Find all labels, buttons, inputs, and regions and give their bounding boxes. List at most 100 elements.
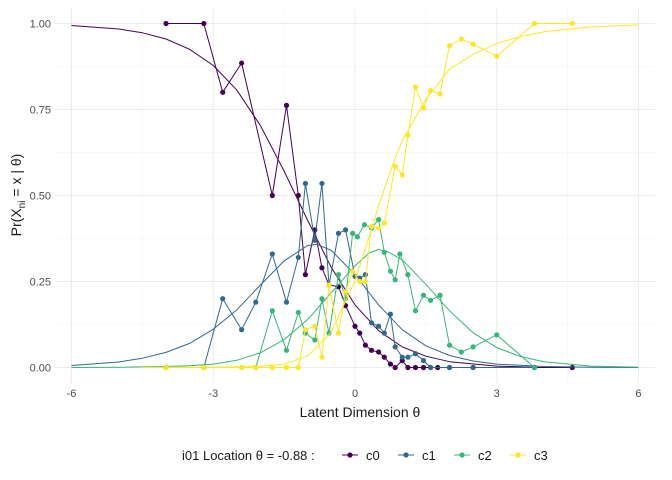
- data-point-c3: [269, 364, 275, 371]
- data-point-c2: [412, 308, 419, 314]
- data-point-c0: [163, 20, 169, 27]
- data-point-c0: [569, 364, 575, 371]
- data-point-c1: [387, 311, 394, 317]
- data-point-c1: [368, 320, 375, 326]
- data-point-c3: [357, 278, 363, 285]
- y-axis-ticks: 0.00 0.25 0.50 0.75 1.00: [30, 18, 51, 374]
- data-point-c3: [399, 172, 405, 178]
- y-tick-label: 0.00: [30, 363, 51, 375]
- data-point-c2: [312, 337, 318, 343]
- data-point-c2: [397, 251, 403, 257]
- data-point-c3: [531, 20, 538, 27]
- model-curve-c1: [71, 243, 639, 368]
- data-point-c2: [427, 297, 434, 304]
- data-point-c2: [295, 309, 301, 316]
- data-point-c1: [405, 354, 411, 360]
- legend-item-c3: c3: [510, 448, 548, 463]
- data-point-c1: [295, 254, 301, 261]
- x-tick-label: 0: [352, 388, 358, 400]
- x-tick-label: 3: [494, 388, 500, 400]
- empirical-line-c1: [166, 183, 535, 368]
- y-tick-label: 0.25: [30, 277, 51, 289]
- y-axis-title: Pr(Xni = x | θ): [8, 154, 28, 237]
- data-point-c3: [312, 323, 318, 329]
- data-point-c3: [283, 364, 290, 371]
- data-point-c1: [381, 330, 387, 336]
- data-point-c0: [420, 364, 427, 371]
- data-point-c2: [319, 296, 325, 302]
- data-point-c2: [494, 332, 500, 338]
- empirical-line-c2: [166, 219, 535, 368]
- legend-key-point-c1: [403, 452, 409, 458]
- legend-label-c0: c0: [366, 448, 380, 463]
- data-point-c2: [269, 308, 275, 314]
- legend-item-c0: c0: [342, 448, 380, 463]
- legend: i01 Location θ = -0.88 : c0 c1 c2 c3: [182, 448, 548, 463]
- x-tick-label: -3: [208, 388, 218, 400]
- data-point-c3: [376, 225, 382, 231]
- data-point-c0: [283, 102, 290, 108]
- model-curve-c2: [71, 249, 639, 368]
- legend-key-point-c0: [347, 452, 353, 458]
- data-point-c3: [326, 282, 332, 288]
- x-tick-label: -6: [67, 388, 77, 400]
- data-point-c0: [201, 20, 207, 27]
- data-point-c0: [220, 89, 226, 95]
- data-point-c2: [405, 272, 411, 278]
- data-point-c1: [283, 299, 290, 305]
- data-point-c1: [446, 364, 453, 371]
- data-point-c2: [446, 342, 453, 348]
- data-point-c3: [335, 330, 342, 336]
- data-point-c2: [361, 222, 368, 228]
- data-point-c1: [239, 327, 245, 333]
- data-point-c3: [163, 364, 169, 371]
- legend-key-point-c3: [515, 452, 521, 458]
- data-point-c0: [387, 361, 394, 367]
- data-point-c3: [350, 268, 356, 274]
- data-point-c3: [342, 289, 349, 295]
- series-layer: [71, 20, 639, 371]
- data-point-c2: [354, 234, 360, 240]
- data-point-c0: [352, 323, 358, 329]
- data-point-c1: [420, 358, 427, 364]
- y-tick-label: 0.75: [30, 104, 51, 116]
- data-point-c0: [392, 364, 398, 371]
- data-point-c3: [381, 220, 387, 226]
- data-point-c2: [283, 347, 290, 353]
- data-point-c0: [381, 354, 387, 360]
- series-c3: [142, 20, 639, 371]
- data-point-c3: [405, 132, 411, 138]
- data-point-c3: [427, 87, 434, 94]
- data-point-c1: [399, 354, 405, 360]
- data-point-c3: [295, 364, 301, 371]
- data-point-c3: [319, 354, 325, 360]
- x-tick-label: 6: [635, 388, 641, 400]
- data-point-c3: [239, 364, 245, 371]
- data-point-c0: [362, 342, 368, 348]
- y-axis-title-suffix: = x | θ): [8, 154, 24, 201]
- data-point-c2: [350, 230, 356, 236]
- model-curve-c3: [142, 24, 639, 368]
- y-tick-label: 0.50: [30, 191, 51, 203]
- data-point-c2: [420, 292, 427, 298]
- x-axis-ticks: -6 -3 0 3 6: [67, 388, 642, 400]
- data-point-c1: [392, 344, 398, 350]
- data-point-c1: [220, 296, 226, 302]
- data-point-c0: [302, 272, 308, 278]
- data-point-c1: [427, 364, 434, 371]
- legend-key-point-c2: [459, 452, 465, 458]
- data-point-c1: [376, 323, 382, 329]
- data-point-c3: [362, 278, 368, 285]
- legend-keys: c0 c1 c2 c3: [342, 448, 548, 463]
- data-point-c3: [470, 41, 476, 47]
- data-point-c3: [446, 43, 453, 49]
- data-point-c3: [569, 20, 575, 27]
- data-point-c3: [302, 327, 308, 333]
- data-point-c0: [319, 265, 325, 271]
- data-point-c0: [376, 349, 382, 355]
- data-point-c0: [357, 330, 363, 336]
- data-point-c2: [326, 330, 332, 336]
- legend-label-c2: c2: [478, 448, 492, 463]
- y-tick-label: 1.00: [30, 18, 51, 30]
